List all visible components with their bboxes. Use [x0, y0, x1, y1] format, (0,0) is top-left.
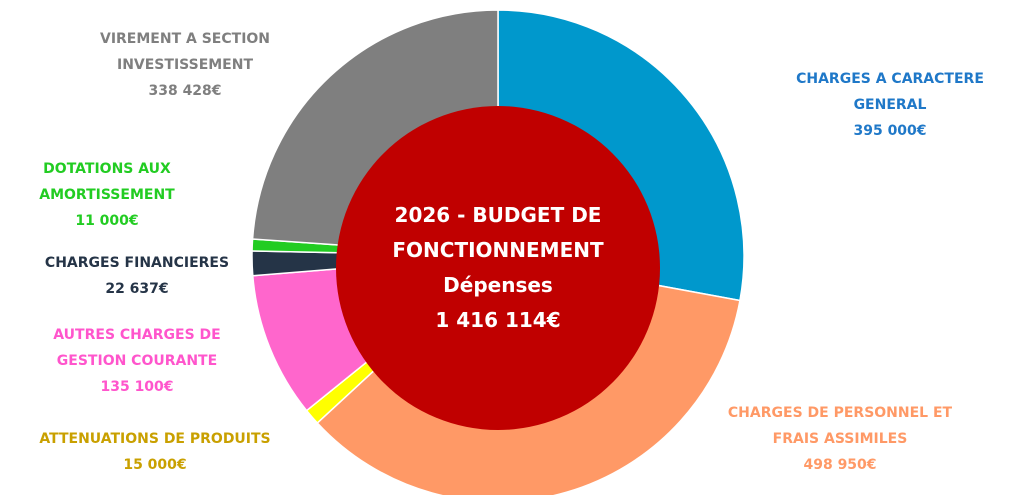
slice-label: DOTATIONS AUX AMORTISSEMENT 11 000€ [12, 156, 202, 234]
category-label: CHARGES DE PERSONNEL ET FRAIS ASSIMILES [727, 405, 953, 447]
category-label: VIREMENT A SECTION INVESTISSEMENT [99, 31, 271, 73]
value-label: 498 950€ [803, 457, 877, 473]
category-label: ATTENUATIONS DE PRODUITS [39, 431, 271, 447]
category-label: CHARGES A CARACTERE GENERAL [796, 71, 984, 113]
category-label: CHARGES FINANCIERES [44, 255, 230, 271]
value-label: 22 637€ [105, 281, 169, 297]
total: 1 416 114€ [435, 308, 561, 332]
slice-label: ATTENUATIONS DE PRODUITS 15 000€ [5, 426, 305, 478]
slice-label: AUTRES CHARGES DE GESTION COURANTE 135 10… [22, 322, 252, 400]
chart-title: 2026 - BUDGET DE FONCTIONNEMENT [392, 203, 604, 262]
subtitle: Dépenses [443, 273, 553, 297]
value-label: 395 000€ [853, 123, 927, 139]
center-text: 2026 - BUDGET DE FONCTIONNEMENT Dépenses… [368, 198, 628, 338]
value-label: 338 428€ [148, 83, 222, 99]
slice-label: CHARGES FINANCIERES 22 637€ [7, 250, 267, 302]
slice-label: CHARGES DE PERSONNEL ET FRAIS ASSIMILES 4… [710, 400, 970, 478]
center-circle [336, 106, 660, 430]
category-label: DOTATIONS AUX AMORTISSEMENT [39, 161, 175, 203]
value-label: 11 000€ [75, 213, 139, 229]
slice-label: VIREMENT A SECTION INVESTISSEMENT 338 428… [65, 26, 305, 104]
category-label: AUTRES CHARGES DE GESTION COURANTE [53, 327, 221, 369]
value-label: 15 000€ [123, 457, 187, 473]
slice-label: CHARGES A CARACTERE GENERAL 395 000€ [770, 66, 1010, 144]
value-label: 135 100€ [100, 379, 174, 395]
